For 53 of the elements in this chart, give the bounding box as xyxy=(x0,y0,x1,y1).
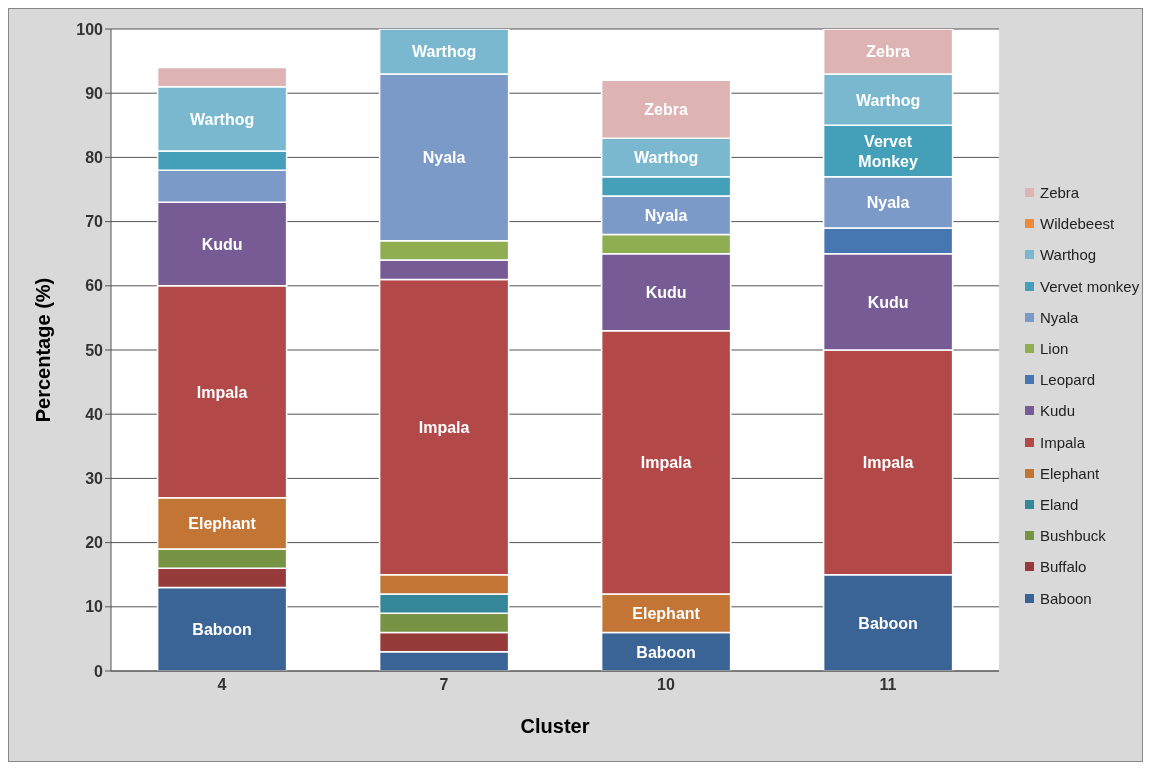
legend-label: Bushbuck xyxy=(1040,527,1106,545)
x-axis-title: Cluster xyxy=(520,715,590,737)
y-axis-title: Percentage (%) xyxy=(32,277,55,423)
data-label: Zebra xyxy=(866,42,910,60)
y-tick-label: 30 xyxy=(85,470,104,488)
data-label: Nyala xyxy=(866,193,910,211)
y-tick-label: 20 xyxy=(85,534,104,552)
legend-label: Impala xyxy=(1040,433,1086,451)
legend-label: Warthog xyxy=(1040,246,1097,264)
legend-label: Vervet monkey xyxy=(1040,277,1140,295)
data-label: Impala xyxy=(862,453,914,471)
data-label: Impala xyxy=(196,383,248,401)
legend-label: Nyala xyxy=(1040,308,1079,326)
data-label: Zebra xyxy=(644,100,688,118)
y-tick-label: 60 xyxy=(85,277,104,295)
y-tick-label: 70 xyxy=(85,213,104,231)
x-tick-label: 11 xyxy=(879,676,897,694)
y-tick-label: 40 xyxy=(85,405,104,423)
legend-label: Wildebeest xyxy=(1040,215,1115,233)
y-tick-label: 50 xyxy=(85,341,104,359)
legend-label: Elephant xyxy=(1040,464,1100,482)
data-label: Warthog xyxy=(189,110,255,128)
data-label: Kudu xyxy=(867,293,909,311)
legend-label: Buffalo xyxy=(1040,558,1087,576)
x-tick-label: 7 xyxy=(439,676,449,694)
data-label: Kudu xyxy=(201,235,243,253)
data-label: Impala xyxy=(418,418,470,436)
y-tick-label: 90 xyxy=(85,84,104,102)
legend-label: Kudu xyxy=(1040,402,1076,420)
legend-label: Eland xyxy=(1040,495,1079,513)
data-label: Baboon xyxy=(636,643,696,661)
legend-label: Leopard xyxy=(1040,371,1096,389)
data-label: Warthog xyxy=(411,42,477,60)
data-label: Elephant xyxy=(188,514,257,532)
data-label: Elephant xyxy=(632,604,701,622)
y-tick-label: 10 xyxy=(85,598,104,616)
data-label: Baboon xyxy=(192,620,252,638)
data-label: Warthog xyxy=(633,148,699,166)
x-tick-label: 4 xyxy=(217,676,227,694)
data-label: Impala xyxy=(640,453,692,471)
legend-label: Baboon xyxy=(1040,589,1092,607)
data-label: Warthog xyxy=(855,91,921,109)
data-label: Vervet Monkey xyxy=(858,132,918,170)
data-label: Kudu xyxy=(645,283,687,301)
data-label: Baboon xyxy=(858,614,918,632)
legend-label: Lion xyxy=(1040,340,1069,358)
data-label: Nyala xyxy=(422,148,466,166)
y-tick-label: 100 xyxy=(76,20,104,38)
y-tick-label: 80 xyxy=(85,149,104,167)
legend-label: Zebra xyxy=(1040,184,1080,202)
y-tick-label: 0 xyxy=(94,662,104,680)
data-label: Nyala xyxy=(644,206,688,224)
x-tick-label: 10 xyxy=(657,676,675,694)
